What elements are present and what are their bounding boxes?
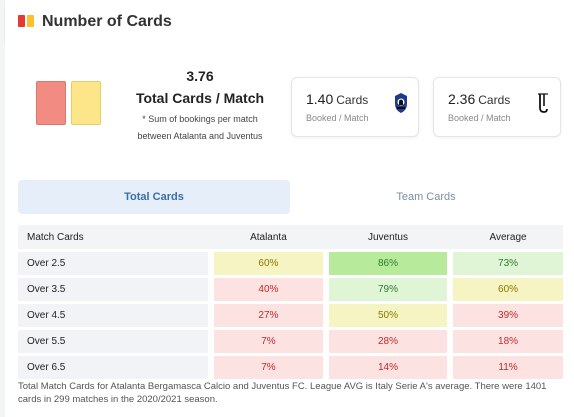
cell-average: 73% [453,252,563,275]
tab-total-cards[interactable]: Total Cards [18,180,290,214]
header-match-cards: Match Cards [18,225,208,249]
total-cards-summary: 3.76 Total Cards / Match * Sum of bookin… [117,68,283,145]
row-label: Over 2.5 [18,252,208,275]
total-cards-value: 3.76 [186,68,214,84]
juventus-cards-stat: 2.36 Cards Booked / Match [433,77,561,137]
row-label: Over 5.5 [18,330,208,353]
juventus-cards-value: 2.36 [448,91,476,107]
cell-atalanta: 27% [214,304,323,327]
cards-panel: 3.76 Total Cards / Match * Sum of bookin… [5,42,574,417]
atalanta-cards-unit: Cards [336,93,369,107]
section-title: Number of Cards [42,13,172,30]
juventus-cards-unit: Cards [478,93,511,107]
cards-illustration-icon [36,81,106,125]
row-label: Over 3.5 [18,278,208,301]
cell-average: 39% [453,304,563,327]
match-cards-table: Match Cards Atalanta Juventus Average Ov… [18,222,563,382]
table-header-row: Match Cards Atalanta Juventus Average [18,225,563,249]
tab-team-cards[interactable]: Team Cards [396,191,456,203]
atalanta-cards-value: 1.40 [306,91,334,107]
summary-note: * Sum of bookings per match between Atal… [137,114,263,141]
cell-juventus: 79% [328,278,448,301]
table-row: Over 5.5 7% 28% 18% [18,330,563,353]
section-header: Number of Cards [5,0,574,42]
cell-atalanta: 40% [214,278,323,301]
cards-tabs: Total Cards Team Cards [18,180,561,214]
cell-juventus: 50% [328,304,448,327]
atalanta-cards-sub: Booked / Match [306,113,369,123]
table-footnote: Total Match Cards for Atalanta Bergamasc… [18,381,547,405]
cell-juventus: 86% [328,252,448,275]
juventus-cards-sub: Booked / Match [448,113,511,123]
cell-atalanta: 7% [214,330,323,353]
row-label: Over 6.5 [18,356,208,379]
yellow-card-icon [71,81,101,125]
atalanta-cards-stat: 1.40 Cards Booked / Match [291,77,419,137]
atalanta-logo-icon [395,93,407,113]
red-card-icon [36,81,66,125]
row-label: Over 4.5 [18,304,208,327]
header-atalanta: Atalanta [214,225,323,249]
table-row: Over 3.5 40% 79% 60% [18,278,563,301]
total-cards-label: Total Cards / Match [135,90,265,106]
cell-average: 11% [453,356,563,379]
table-row: Over 2.5 60% 86% 73% [18,252,563,275]
cell-average: 60% [453,278,563,301]
table-row: Over 6.5 7% 14% 11% [18,356,563,379]
cell-juventus: 14% [328,356,448,379]
table-row: Over 4.5 27% 50% 39% [18,304,563,327]
header-average: Average [453,225,563,249]
cell-juventus: 28% [328,330,448,353]
cell-atalanta: 60% [214,252,323,275]
juventus-logo-icon [538,93,548,113]
header-juventus: Juventus [328,225,448,249]
red-yellow-cards-icon [18,15,36,29]
cell-atalanta: 7% [214,356,323,379]
cell-average: 18% [453,330,563,353]
